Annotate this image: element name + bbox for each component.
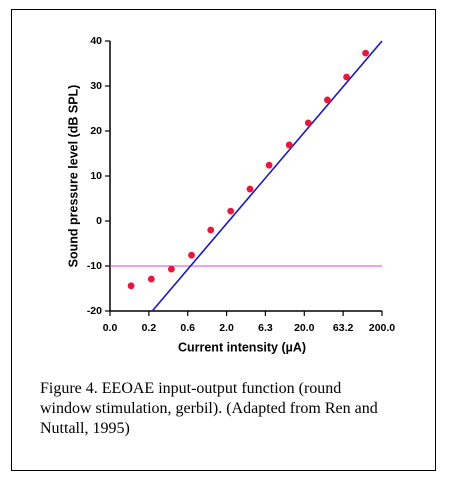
y-tick-label: -10 — [87, 260, 102, 272]
x-tick-label: 0.6 — [180, 322, 195, 334]
data-point — [324, 96, 331, 104]
data-point — [147, 275, 155, 283]
y-tick-label: -20 — [87, 305, 102, 317]
figure-frame — [11, 9, 436, 471]
data-point — [127, 282, 135, 290]
data-point — [265, 161, 273, 169]
x-tick-label: 6.3 — [258, 322, 273, 334]
x-tick-label: 63.2 — [333, 322, 354, 334]
data-point — [227, 207, 235, 215]
y-tick-label: 30 — [90, 80, 102, 92]
data-point — [246, 185, 254, 193]
x-tick-label: 2.0 — [219, 322, 234, 334]
y-axis-label: Sound pressure level (dB SPL) — [66, 85, 80, 268]
y-tick-label: 20 — [90, 125, 102, 137]
fit-line — [151, 40, 383, 312]
data-point — [188, 251, 195, 259]
x-axis-label: Current intensity (µA) — [178, 340, 306, 354]
data-point — [343, 73, 350, 81]
data-point — [207, 226, 215, 234]
x-tick-label: 200.0 — [369, 322, 395, 334]
data-point — [362, 49, 369, 57]
x-tick-label: 0.2 — [142, 322, 157, 334]
x-tick-label: 20.0 — [294, 322, 315, 334]
data-point — [168, 265, 175, 273]
y-tick-label: 40 — [90, 35, 102, 47]
caption: Figure 4. EEOAE input-output function (r… — [40, 380, 378, 437]
x-tick-label: 0.0 — [103, 322, 118, 334]
y-tick-label: 10 — [90, 170, 102, 182]
data-point — [285, 141, 293, 149]
y-tick-label: 0 — [96, 215, 102, 227]
data-point — [304, 119, 312, 127]
